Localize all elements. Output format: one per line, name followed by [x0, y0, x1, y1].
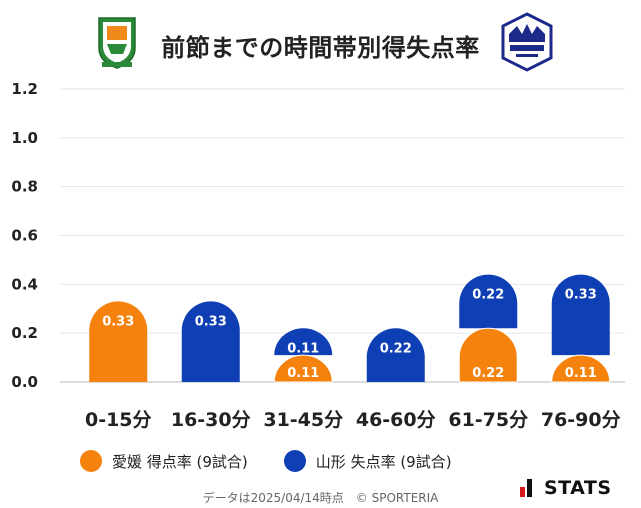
x-category-label: 76-90分: [541, 409, 621, 431]
chart-title: 前節までの時間帯別得失点率: [161, 34, 480, 62]
legend-label-yamagata: 山形 失点率 (9試合): [315, 452, 452, 471]
x-category-label: 31-45分: [263, 409, 343, 431]
bars: 0.33 0.33 0.11 0.11 0.22 0.22 0.22 0.11 0.33: [89, 274, 611, 383]
bar-value-label: 0.22: [472, 288, 504, 303]
bar-value-label: 0.11: [287, 341, 319, 356]
y-axis-ticks: 0.0 0.2 0.4 0.6 0.8 1.0 1.2: [11, 80, 38, 391]
x-category-label: 16-30分: [171, 409, 251, 431]
x-category-label: 46-60分: [356, 409, 436, 431]
legend-item-yamagata: 山形 失点率 (9試合): [283, 450, 452, 472]
legend: 愛媛 得点率 (9試合) 山形 失点率 (9試合): [80, 450, 488, 472]
x-category-label: 0-15分: [85, 409, 152, 431]
bar-value-label: 0.11: [565, 366, 597, 381]
y-tick-label: 0.8: [11, 178, 38, 196]
stats-wordmark: STATS: [544, 477, 612, 499]
legend-label-ehime: 愛媛 得点率 (9試合): [112, 452, 248, 471]
y-tick-label: 0.0: [11, 373, 38, 391]
bar-yamagata-conceded: [366, 328, 425, 382]
footer-note: データは2025/04/14時点 © SPORTERIA: [202, 491, 439, 505]
ehime-fc-crest-icon: [96, 14, 138, 70]
bar-value-label: 0.33: [195, 314, 227, 329]
gridlines: [60, 88, 625, 383]
bar-value-label: 0.33: [102, 314, 134, 329]
bar-value-label: 0.11: [287, 366, 319, 381]
y-tick-label: 0.6: [11, 227, 38, 245]
y-tick-label: 0.4: [11, 275, 38, 293]
x-category-label: 61-75分: [448, 409, 528, 431]
bar-value-label: 0.33: [565, 288, 597, 303]
x-axis-categories: 0-15分 16-30分 31-45分 46-60分 61-75分 76-90分: [85, 409, 621, 431]
y-tick-label: 1.2: [11, 80, 38, 98]
y-tick-label: 0.2: [11, 324, 38, 342]
stats-mark-icon: [520, 479, 538, 497]
bar-yamagata-conceded: [181, 301, 240, 382]
bar-yamagata-conceded: [551, 274, 610, 356]
bar-ehime-scored: [273, 354, 333, 383]
legend-item-ehime: 愛媛 得点率 (9試合): [80, 450, 248, 472]
bar-ehime-scored: [551, 354, 611, 383]
bar-chart: 0.00.20.40.60.81.01.2 0.33 0.330.110.11 0.…: [11, 80, 625, 431]
bar-ehime-scored: [89, 301, 148, 382]
legend-swatch-ehime: [80, 450, 102, 472]
legend-swatch-yamagata: [283, 450, 306, 472]
bar-yamagata-conceded: [459, 274, 518, 329]
y-tick-label: 1.0: [11, 129, 38, 147]
bar-yamagata-conceded: [274, 328, 333, 356]
bar-value-label: 0.22: [472, 366, 504, 381]
bar-ehime-scored: [458, 327, 518, 383]
bar-value-label: 0.22: [380, 341, 412, 356]
stats-logo: STATS: [520, 477, 612, 499]
montedio-yamagata-crest-icon: [500, 12, 554, 72]
